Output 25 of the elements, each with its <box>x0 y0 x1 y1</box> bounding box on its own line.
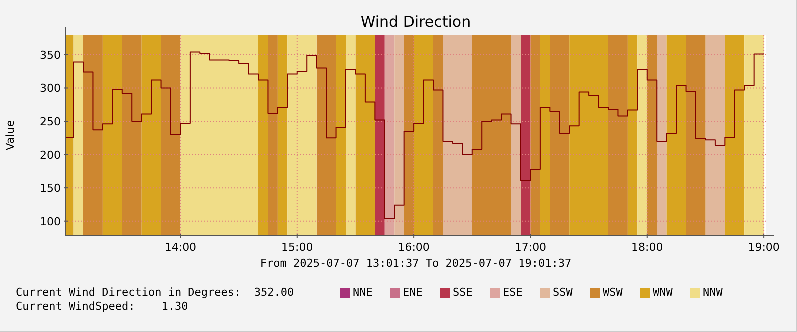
legend-label: ENE <box>403 286 423 299</box>
y-tick-label: 100 <box>40 215 61 228</box>
x-tick-label: 19:00 <box>748 241 780 254</box>
chart-title: Wind Direction <box>360 13 472 31</box>
text: Current Wind Direction in Degrees: 352.00 <box>16 286 294 299</box>
y-axis-title: Value <box>4 120 17 151</box>
legend-label: NNE <box>353 286 373 299</box>
y-tick-label: 300 <box>40 82 61 96</box>
y-tick-label: 250 <box>40 116 61 129</box>
legend-label: SSW <box>553 286 574 299</box>
legend-label: SSE <box>453 286 473 299</box>
x-tick-label: 14:00 <box>164 241 197 254</box>
legend-label: WSW <box>603 286 624 299</box>
x-axis-title: From 2025-07-07 13:01:37 To 2025-07-07 19:01:37 <box>260 257 572 270</box>
y-tick-label: 150 <box>40 182 61 196</box>
legend-label: WNW <box>653 286 674 299</box>
y-tick-label: 350 <box>40 48 61 62</box>
x-tick-label: 17:00 <box>514 241 547 254</box>
x-tick-label: 18:00 <box>632 241 664 254</box>
legend-label: NNW <box>703 286 724 299</box>
x-tick-label: 16:00 <box>398 241 430 254</box>
legend-label: ESE <box>503 286 523 299</box>
text: Current WindSpeed: 1.30 <box>16 300 188 313</box>
y-tick-label: 200 <box>40 148 61 162</box>
x-tick-label: 15:00 <box>282 241 314 254</box>
